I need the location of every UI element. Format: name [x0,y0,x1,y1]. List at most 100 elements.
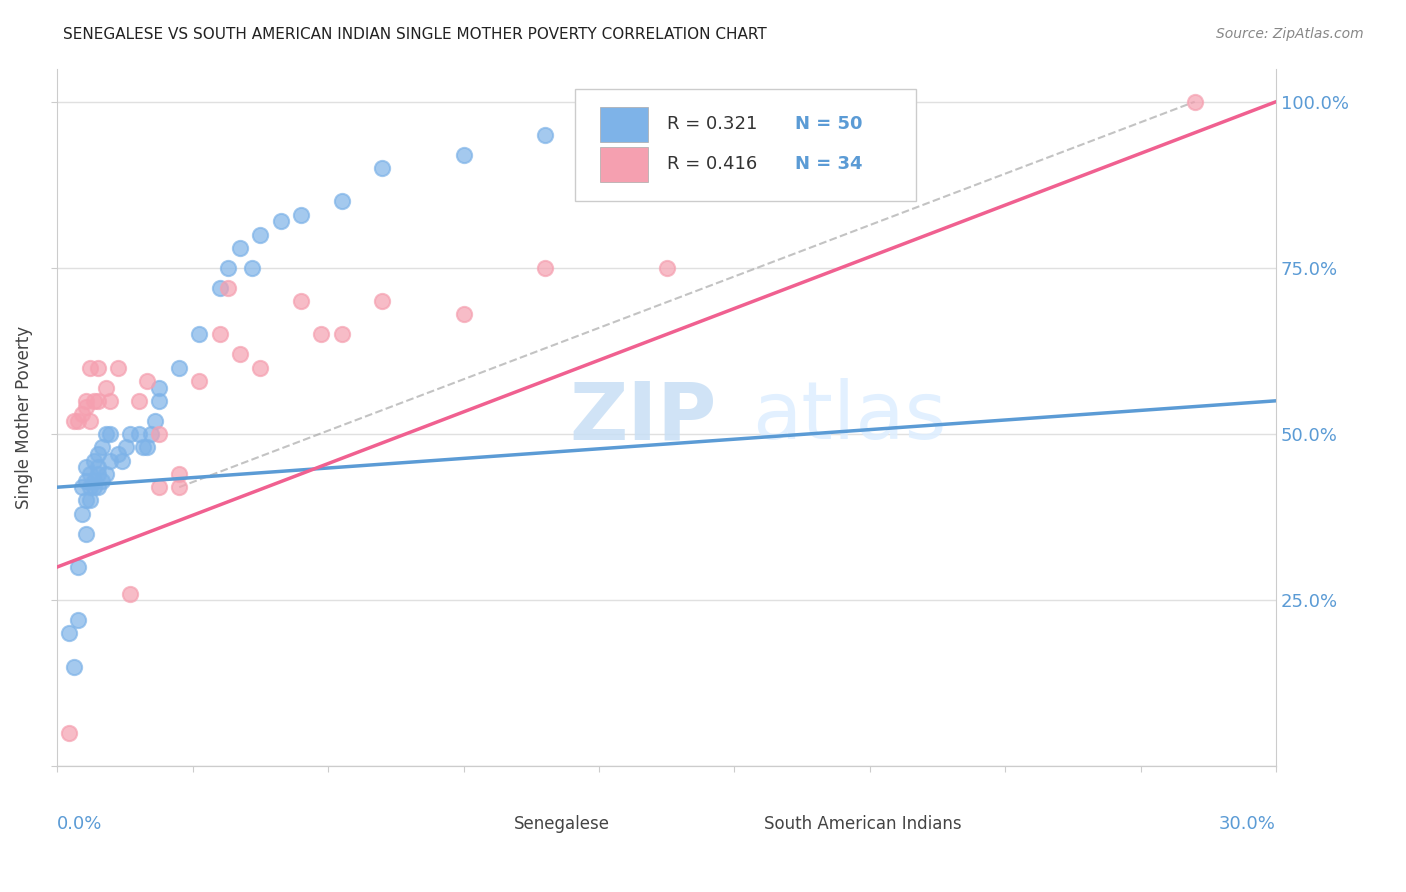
Point [111,453,134,467]
Point [87,393,110,408]
Point [98,453,121,467]
Text: R = 0.321: R = 0.321 [666,115,756,133]
Point [79,414,101,428]
Point [115,440,138,454]
Point [107,360,129,375]
Point [453,307,475,321]
Point [1184,95,1206,109]
FancyBboxPatch shape [599,107,648,142]
Point [98,427,121,442]
Text: R = 0.416: R = 0.416 [666,155,756,173]
Point [139,427,162,442]
Point [66,560,89,574]
Point [62,414,84,428]
Point [70,507,93,521]
Point [79,493,101,508]
Point [83,453,105,467]
Point [148,393,170,408]
Point [311,327,333,342]
Text: Source: ZipAtlas.com: Source: ZipAtlas.com [1216,27,1364,41]
Point [91,440,114,454]
Point [148,480,170,494]
Point [128,393,150,408]
FancyBboxPatch shape [599,146,648,182]
Point [83,393,105,408]
Point [240,260,263,275]
Point [188,374,211,388]
FancyBboxPatch shape [575,89,917,201]
Point [371,161,394,176]
Point [58,726,80,740]
Text: 0.0%: 0.0% [58,815,103,833]
Point [75,460,97,475]
Point [330,327,353,342]
Point [94,380,117,394]
Point [135,440,157,454]
Text: ZIP: ZIP [569,378,717,457]
Point [87,467,110,481]
Point [87,360,110,375]
Y-axis label: Single Mother Poverty: Single Mother Poverty [15,326,32,509]
Point [249,360,271,375]
Point [229,241,252,255]
FancyBboxPatch shape [460,805,502,835]
Point [167,360,190,375]
Text: N = 34: N = 34 [794,155,862,173]
Point [533,260,555,275]
Point [249,227,271,242]
FancyBboxPatch shape [709,805,752,835]
Text: Senegalese: Senegalese [515,815,610,833]
Point [107,447,129,461]
Point [94,427,117,442]
Point [94,467,117,481]
Point [453,148,475,162]
Point [148,380,170,394]
Point [75,474,97,488]
Point [217,281,239,295]
Point [91,474,114,488]
Point [87,447,110,461]
Point [290,208,312,222]
Point [120,586,142,600]
Point [79,480,101,494]
Point [75,526,97,541]
Point [75,393,97,408]
Point [79,467,101,481]
Text: SENEGALESE VS SOUTH AMERICAN INDIAN SINGLE MOTHER POVERTY CORRELATION CHART: SENEGALESE VS SOUTH AMERICAN INDIAN SING… [63,27,768,42]
Point [83,480,105,494]
Point [135,374,157,388]
Point [66,414,89,428]
Point [75,401,97,415]
Point [83,474,105,488]
Text: South American Indians: South American Indians [763,815,962,833]
Point [87,460,110,475]
Text: atlas: atlas [752,378,946,457]
Point [330,194,353,209]
Point [98,393,121,408]
Point [58,626,80,640]
Point [131,440,153,454]
Point [79,360,101,375]
Point [167,480,190,494]
Point [217,260,239,275]
Point [66,613,89,627]
Point [75,493,97,508]
Point [208,327,231,342]
Point [533,128,555,142]
Point [229,347,252,361]
Point [87,480,110,494]
Point [120,427,142,442]
Text: N = 50: N = 50 [794,115,862,133]
Point [208,281,231,295]
Point [70,480,93,494]
Point [62,659,84,673]
Point [371,294,394,309]
Point [270,214,292,228]
Point [188,327,211,342]
Point [143,414,166,428]
Point [167,467,190,481]
Text: 30.0%: 30.0% [1219,815,1277,833]
Point [290,294,312,309]
Point [148,427,170,442]
Point [70,407,93,421]
